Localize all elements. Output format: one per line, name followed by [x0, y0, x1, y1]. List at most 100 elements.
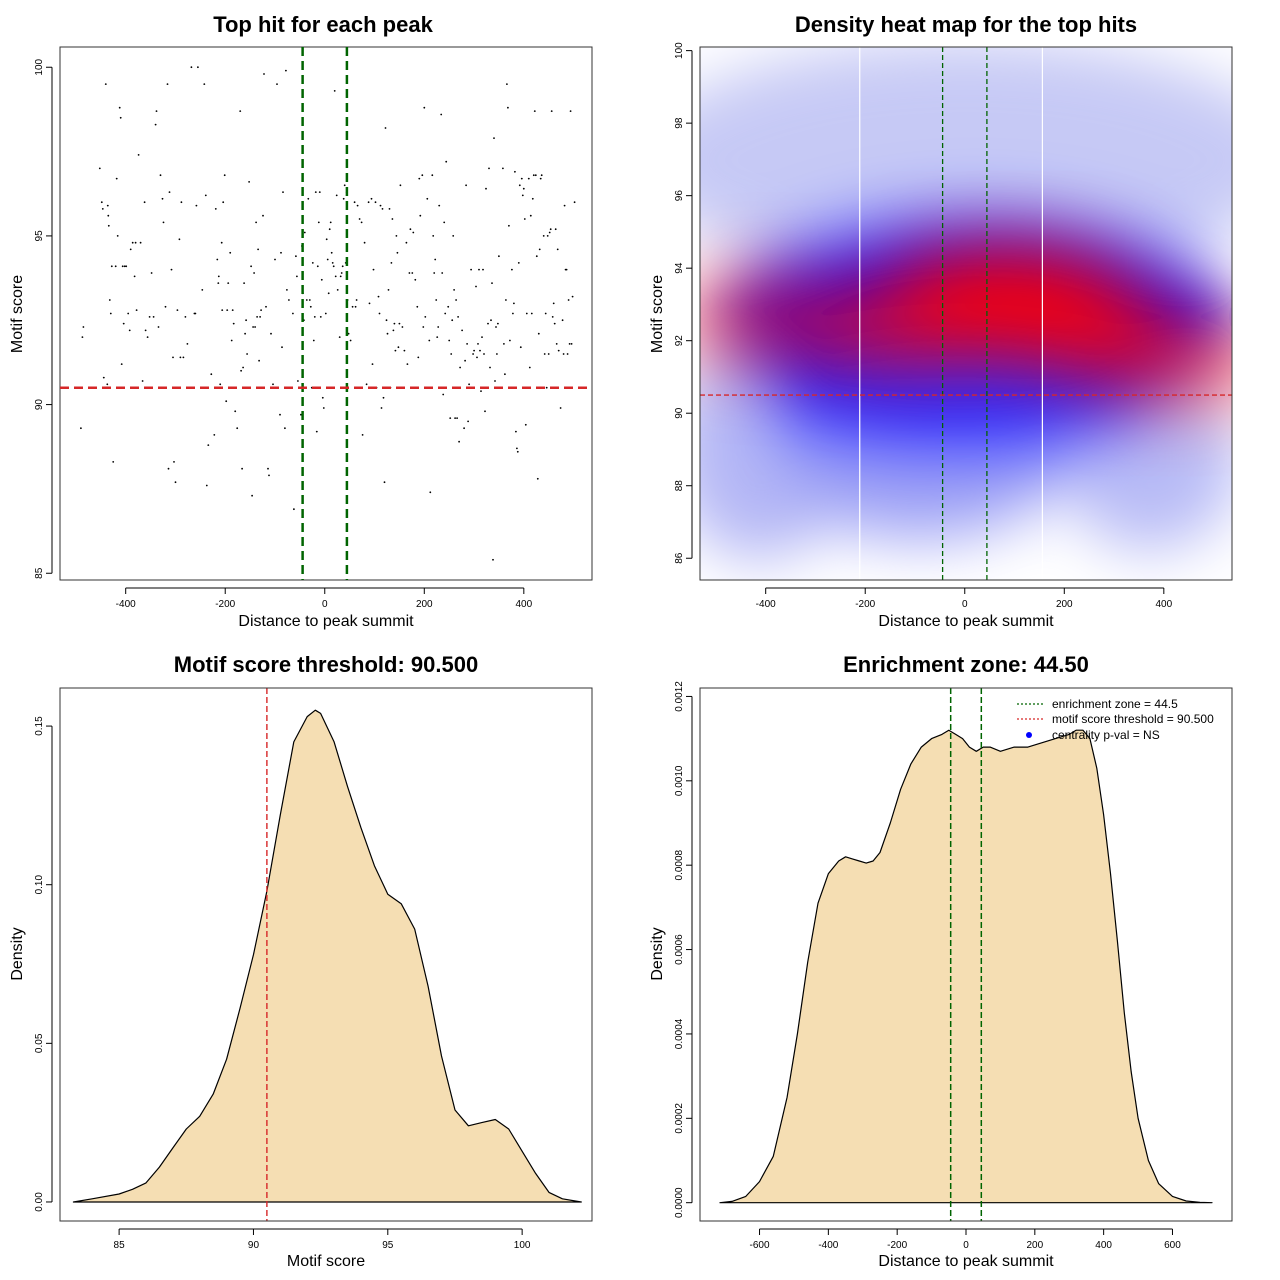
scatter-point: [110, 265, 113, 268]
scatter-point: [408, 272, 411, 274]
scatter-point: [551, 316, 554, 318]
scatter-point: [314, 191, 317, 194]
scatter-point: [109, 312, 112, 315]
scatter-point: [227, 282, 230, 284]
scatter-point: [353, 201, 356, 204]
scatter-point: [148, 316, 151, 318]
scatter-point: [453, 289, 455, 291]
scatter-point: [397, 346, 400, 349]
score-density-y-tick-label: 0.15: [34, 716, 45, 736]
scatter-point: [530, 312, 533, 315]
distance-density-x-tick-label: 200: [1026, 1240, 1043, 1251]
scatter-point: [508, 224, 510, 227]
scatter-point: [497, 322, 499, 325]
scatter-point: [205, 484, 208, 487]
scatter-point: [102, 376, 105, 379]
scatter-axes: -400 -200 0 200 400 85 90 95 100: [34, 58, 533, 610]
scatter-point: [463, 427, 465, 430]
scatter-point: [197, 66, 199, 69]
scatter-point: [152, 316, 155, 318]
scatter-point: [338, 336, 341, 338]
scatter-point: [195, 204, 198, 207]
scatter-point: [274, 258, 276, 261]
scatter-point: [210, 373, 213, 376]
scatter-point: [424, 316, 427, 318]
scatter-point: [107, 224, 110, 227]
heatmap-hotspot: [1070, 317, 1232, 400]
scatter-plot-frame: [59, 46, 593, 581]
score-density-curve: [72, 709, 582, 1203]
scatter-point: [303, 231, 306, 234]
heatmap-reference-lines: [700, 47, 1232, 580]
scatter-point: [255, 221, 257, 224]
scatter-point: [150, 272, 153, 274]
scatter-point: [456, 417, 458, 419]
score-density-x-tick-label: 85: [114, 1240, 126, 1251]
scatter-point: [467, 420, 469, 423]
scatter-point: [550, 110, 553, 112]
scatter-point: [385, 319, 388, 322]
scatter-point: [454, 417, 456, 419]
scatter-point: [204, 194, 207, 197]
scatter-point: [490, 319, 492, 322]
scatter-point: [253, 272, 256, 274]
scatter-point: [288, 299, 290, 301]
scatter-point: [172, 356, 174, 359]
scatter-point: [435, 299, 438, 301]
scatter-point: [231, 309, 234, 311]
scatter-point: [315, 430, 318, 433]
scatter-point: [391, 218, 394, 220]
scatter-point: [426, 197, 429, 200]
scatter-point: [309, 305, 312, 308]
scatter-point: [176, 309, 179, 311]
scatter-point: [330, 251, 333, 254]
score-density-x-tick-label: 90: [248, 1240, 260, 1251]
scatter-point: [121, 265, 124, 268]
heatmap-y-tick-label: 98: [674, 117, 685, 129]
scatter-point: [461, 329, 463, 332]
scatter-point: [556, 248, 559, 251]
scatter-point: [432, 235, 435, 237]
scatter-point: [173, 461, 175, 463]
score-density-x-tick-label: 95: [382, 1240, 394, 1251]
scatter-point: [491, 282, 493, 284]
heatmap-density: [700, 47, 1232, 580]
scatter-point: [307, 197, 310, 200]
score-density-plot-frame: [59, 687, 593, 1222]
scatter-point: [569, 110, 572, 112]
scatter-point: [190, 66, 193, 69]
scatter-point: [390, 262, 393, 264]
scatter-point: [159, 174, 162, 177]
scatter-point: [135, 309, 138, 311]
scatter-point: [516, 450, 519, 453]
heatmap-x-tick-label: 200: [1056, 599, 1073, 610]
scatter-point: [517, 262, 520, 264]
scatter-point: [119, 116, 122, 119]
scatter-point: [296, 275, 298, 278]
scatter-point: [157, 326, 160, 328]
scatter-point: [411, 272, 414, 274]
scatter-point: [565, 268, 568, 271]
scatter-point: [336, 289, 339, 291]
legend: enrichment zone = 44.5 motif score thres…: [1017, 697, 1214, 742]
scatter-point: [492, 558, 494, 561]
scatter-point: [161, 197, 164, 200]
scatter-point: [257, 248, 259, 251]
scatter-title: Top hit for each peak: [213, 12, 433, 37]
distance-density-x-tick-label: 0: [963, 1240, 969, 1251]
distance-density-axes: -600 -400 -200 0 200 400 600 0.0000 0.0002 0.0004…: [674, 681, 1181, 1251]
scatter-point: [246, 353, 249, 355]
scatter-point: [428, 339, 431, 342]
scatter-point: [405, 241, 408, 244]
scatter-point: [538, 248, 541, 251]
distance-density-curve: [719, 729, 1213, 1204]
scatter-y-tick-label: 90: [34, 399, 45, 411]
heatmap-ylabel: Motif score: [649, 275, 666, 353]
scatter-point: [179, 356, 182, 359]
heatmap-y-tick-label: 88: [674, 480, 685, 492]
scatter-point: [98, 167, 101, 170]
legend-pval-swatch: [1026, 732, 1032, 738]
scatter-point: [168, 191, 171, 194]
scatter-point: [549, 228, 552, 231]
scatter-point: [360, 221, 363, 224]
